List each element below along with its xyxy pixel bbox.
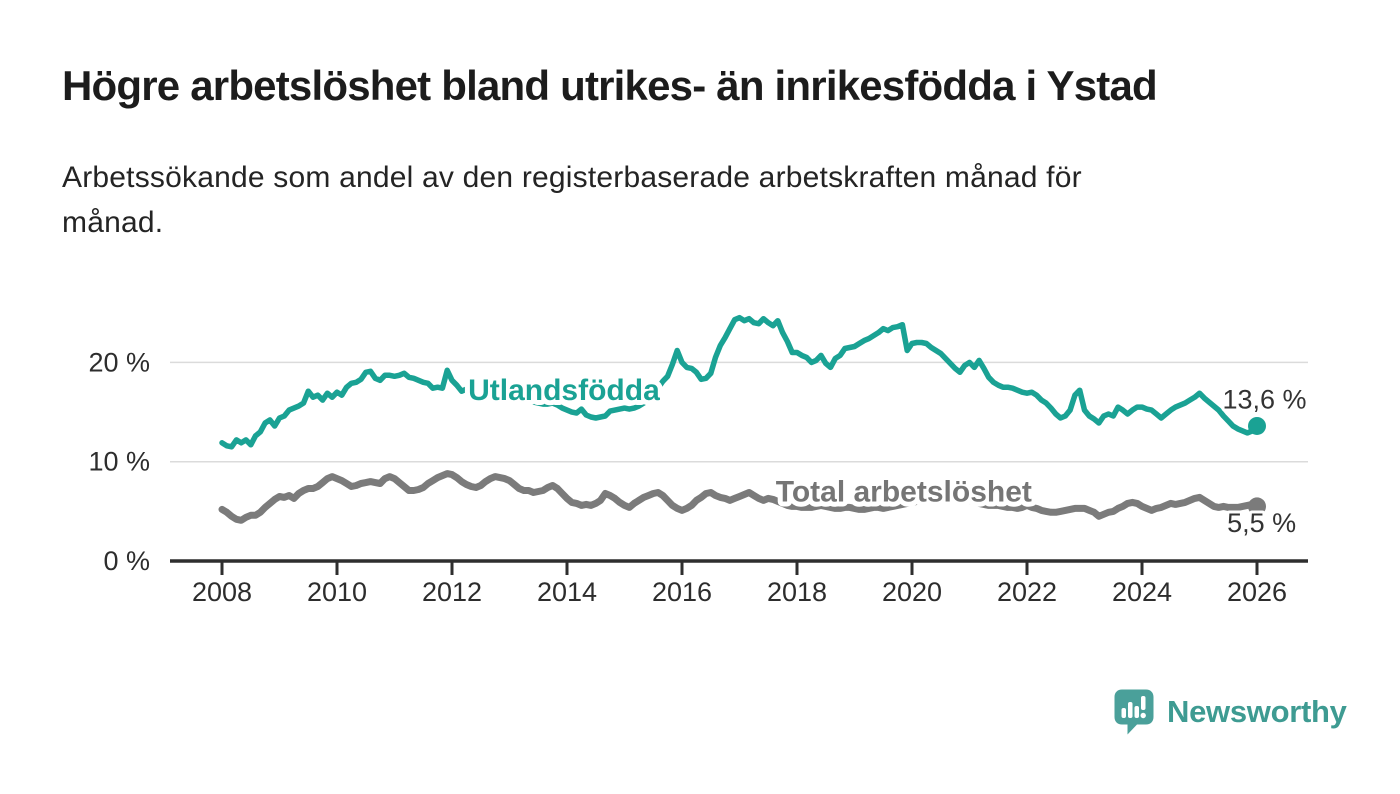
x-tick-labels: 2008 2010 2012 2014 2016 2018 2020 2022 … bbox=[192, 577, 1287, 607]
series-lines bbox=[218, 314, 1261, 524]
x-axis bbox=[170, 559, 1308, 575]
gridlines bbox=[170, 361, 1308, 463]
x-tick-label: 2016 bbox=[652, 577, 712, 607]
y-tick-label: 20 % bbox=[88, 347, 150, 377]
x-tick-label: 2018 bbox=[767, 577, 827, 607]
page-title: Högre arbetslöshet bland utrikes- än inr… bbox=[62, 62, 1158, 109]
end-value-label-total: 5,5 % bbox=[1227, 508, 1296, 538]
newsworthy-logo-icon bbox=[1114, 689, 1154, 735]
y-tick-labels: 0 % 10 % 20 % bbox=[88, 347, 150, 576]
x-tick-label: 2012 bbox=[422, 577, 482, 607]
subtitle-line-1: Arbetssökande som andel av den registerb… bbox=[62, 161, 1082, 194]
x-tick-label: 2020 bbox=[882, 577, 942, 607]
end-value-label-utlandsfodda: 13,6 % bbox=[1223, 385, 1307, 415]
y-tick-label: 10 % bbox=[88, 447, 150, 477]
series-label-total-arbetsloshet: Total arbetslöshet bbox=[776, 475, 1032, 508]
x-tick-label: 2026 bbox=[1227, 577, 1287, 607]
x-tick-label: 2010 bbox=[307, 577, 367, 607]
series-label-utlandsfodda: Utlandsfödda bbox=[468, 374, 660, 407]
newsworthy-logo: Newsworthy bbox=[1114, 688, 1347, 736]
newsworthy-wordmark: Newsworthy bbox=[1167, 694, 1347, 729]
page-subtitle: Arbetssökande som andel av den registerb… bbox=[62, 155, 1082, 245]
subtitle-line-2: månad. bbox=[62, 206, 164, 239]
x-tick-label: 2022 bbox=[997, 577, 1057, 607]
x-tick-label: 2024 bbox=[1112, 577, 1172, 607]
end-dots bbox=[1248, 416, 1266, 516]
y-tick-label: 0 % bbox=[103, 546, 150, 576]
x-tick-label: 2008 bbox=[192, 577, 252, 607]
x-tick-label: 2014 bbox=[537, 577, 597, 607]
